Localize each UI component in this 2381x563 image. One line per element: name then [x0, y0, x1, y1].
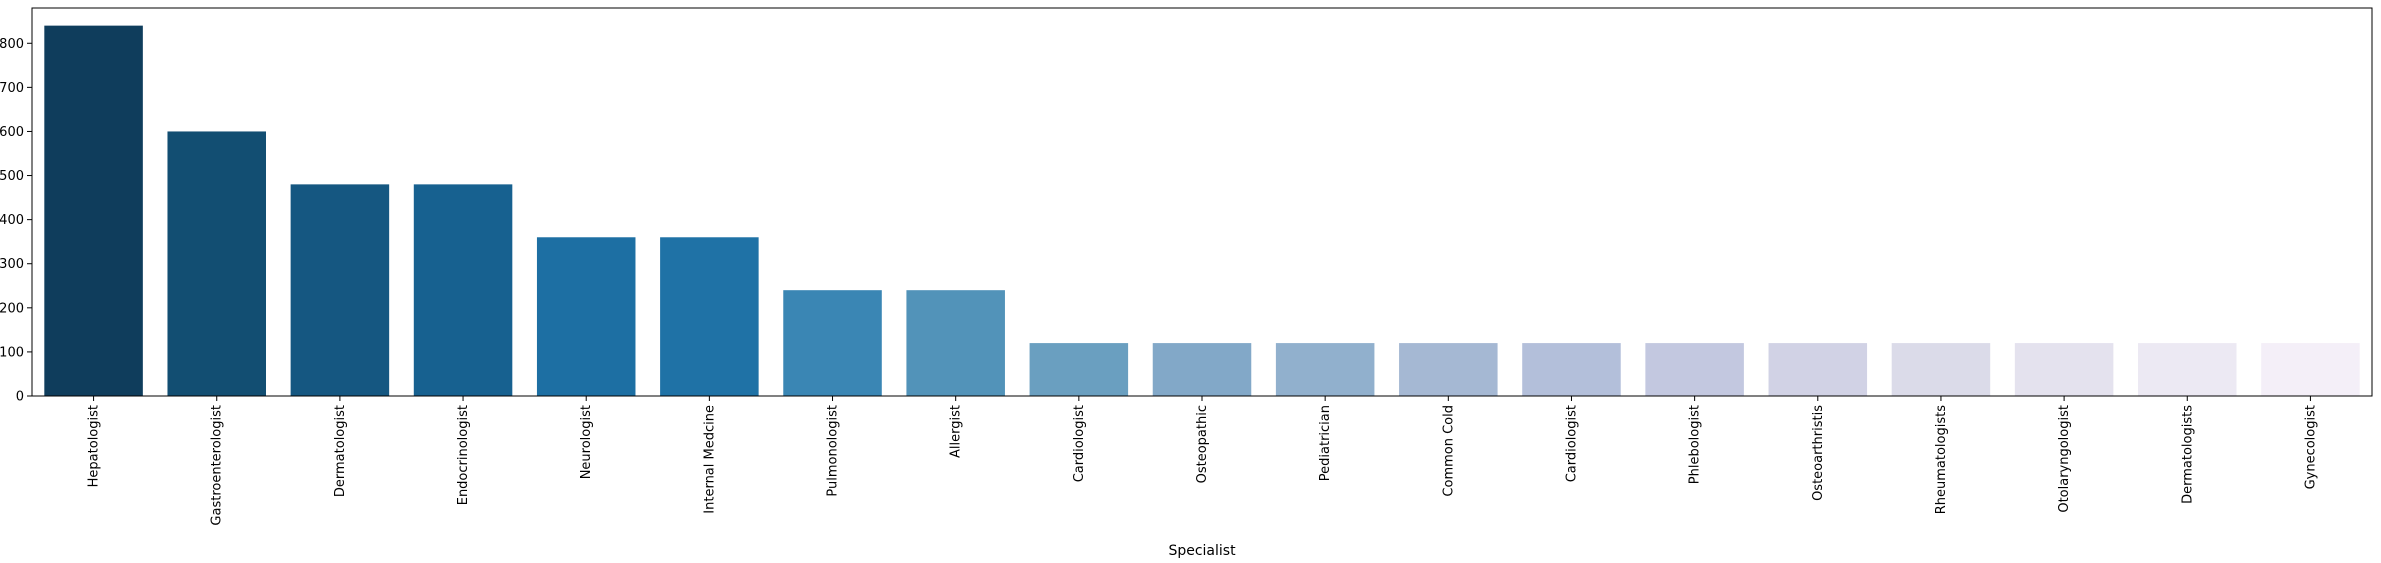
y-tick-label-4: 300 [0, 257, 24, 272]
x-tick-label-5: Neurologist [579, 405, 594, 479]
bar-14 [1645, 343, 1744, 396]
bar-18 [2138, 343, 2237, 396]
x-tick-label-7: Pulmonologist [826, 405, 841, 497]
x-tick-label-2: Gastroenterologist [210, 405, 225, 526]
y-tick-label-9: 800 [0, 37, 24, 52]
x-tick-label-3: Dermatologist [333, 405, 348, 497]
y-tick-label-3: 200 [0, 301, 24, 316]
bar-16 [1891, 343, 1991, 396]
bar-9 [1029, 343, 1129, 396]
bar-2 [167, 131, 266, 397]
x-tick-label-9: Cardiologist [1072, 405, 1087, 482]
plot-frame [31, 7, 2373, 397]
x-tick-label-17: Otolaryngologist [2057, 405, 2072, 513]
y-tick-label-7: 600 [0, 125, 24, 140]
x-tick-label-12: Common Cold [1441, 405, 1456, 497]
x-tick-label-8: Allergist [949, 405, 964, 458]
x-tick-label-10: Osteopathic [1195, 405, 1210, 483]
y-tick-label-8: 700 [0, 81, 24, 96]
bar-10 [1152, 343, 1252, 396]
x-tick-label-16: Rheumatologists [1934, 405, 1949, 514]
x-tick-label-15: Osteoarthristis [1811, 405, 1826, 501]
bar-4 [413, 184, 513, 396]
bar-19 [2261, 343, 2360, 396]
bar-1 [44, 25, 143, 397]
bar-3 [290, 184, 390, 396]
bar-13 [1522, 343, 1621, 396]
x-tick-label-18: Dermatologists [2180, 405, 2195, 504]
y-tick-label-6: 500 [0, 169, 24, 184]
bars-group [44, 25, 2360, 397]
y-tick-label-1: 0 [16, 390, 24, 405]
x-tick-label-4: Endocrinologist [456, 405, 471, 505]
x-axis: Hepatologist Gastroenterologist Dermatolog… [87, 396, 2318, 526]
x-tick-label-6: Internal Medcine [702, 405, 717, 514]
bar-6 [660, 237, 759, 396]
bar-15 [1768, 343, 1868, 396]
y-tick-label-2: 100 [0, 345, 24, 360]
bar-11 [1275, 343, 1375, 396]
x-tick-label-14: Phlebologist [1688, 405, 1703, 484]
x-tick-label-1: Hepatologist [87, 405, 102, 487]
x-axis-label: Specialist [1168, 543, 1236, 559]
bar-12 [1399, 343, 1498, 396]
x-tick-label-11: Pediatrician [1318, 405, 1333, 481]
x-tick-label-19: Gynecologist [2303, 405, 2318, 489]
bar-7 [783, 290, 882, 396]
bar-8 [906, 290, 1005, 396]
x-tick-label-13: Cardiologist [1564, 405, 1579, 482]
y-axis: 0 100 200 300 400 500 600 700 800 [0, 37, 32, 405]
bar-5 [536, 237, 636, 396]
y-tick-label-5: 400 [0, 213, 24, 228]
bar-17 [2014, 343, 2114, 396]
